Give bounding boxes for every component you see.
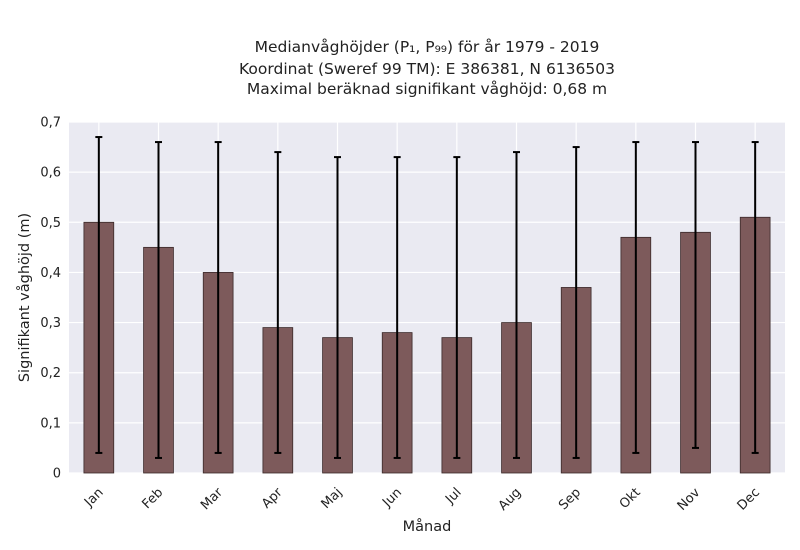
error-bar-aug <box>513 151 520 459</box>
y-tick-label: 0,5 <box>40 216 61 231</box>
error-bar-mar <box>214 141 222 454</box>
y-tick-label: 0,1 <box>40 416 61 431</box>
error-bar-apr <box>274 151 282 454</box>
x-tick-label: Mar <box>198 485 226 513</box>
y-tick-label: 0,7 <box>40 116 61 131</box>
x-tick-label: Feb <box>139 485 166 512</box>
error-bar-jun <box>393 156 401 459</box>
error-bar-jul <box>453 156 461 459</box>
x-tick-label: Maj <box>319 485 346 512</box>
y-tick-label: 0,6 <box>40 166 61 181</box>
title-line-2: Koordinat (Sweref 99 TM): E 386381, N 61… <box>239 60 615 78</box>
y-tick-label: 0,4 <box>40 266 61 281</box>
error-bar-jan <box>95 136 103 454</box>
x-tick-label: Jun <box>379 485 405 511</box>
x-tick-label: Jul <box>442 485 464 507</box>
y-tick-label: 0,2 <box>40 366 61 381</box>
y-tick-label: 0 <box>53 467 61 482</box>
x-tick-label: Dec <box>735 485 763 513</box>
x-tick-label: Sep <box>556 485 584 513</box>
plot-area <box>69 122 785 473</box>
title-line-1: Medianvåghöjder (P₁, P₉₉) för år 1979 - … <box>255 38 600 56</box>
x-axis-ticks: Jan Feb Mar Apr Maj Jun Jul Aug Sep Okt Nov Dec <box>81 485 763 514</box>
error-bar-okt <box>632 141 640 454</box>
x-tick-label: Apr <box>259 485 286 512</box>
x-axis-label: Månad <box>403 518 452 535</box>
chart-title: Medianvåghöjder (P₁, P₉₉) för år 1979 - … <box>239 38 615 98</box>
x-tick-label: Okt <box>617 485 644 512</box>
title-line-3: Maximal beräknad signifikant våghöjd: 0,… <box>247 80 607 98</box>
error-bar-nov <box>692 141 699 449</box>
error-bar-dec <box>751 141 759 454</box>
y-axis-ticks: 0 0,1 0,2 0,3 0,4 0,5 0,6 0,7 <box>40 116 61 482</box>
y-axis-label: Signifikant våghöjd (m) <box>16 213 33 382</box>
x-tick-label: Nov <box>675 485 704 514</box>
error-bar-maj <box>334 156 341 459</box>
y-tick-label: 0,3 <box>40 316 61 331</box>
error-bars <box>95 136 759 459</box>
x-tick-label: Aug <box>496 485 525 514</box>
error-bar-sep <box>572 146 580 459</box>
error-bar-feb <box>155 141 162 459</box>
x-tick-label: Jan <box>81 485 106 510</box>
